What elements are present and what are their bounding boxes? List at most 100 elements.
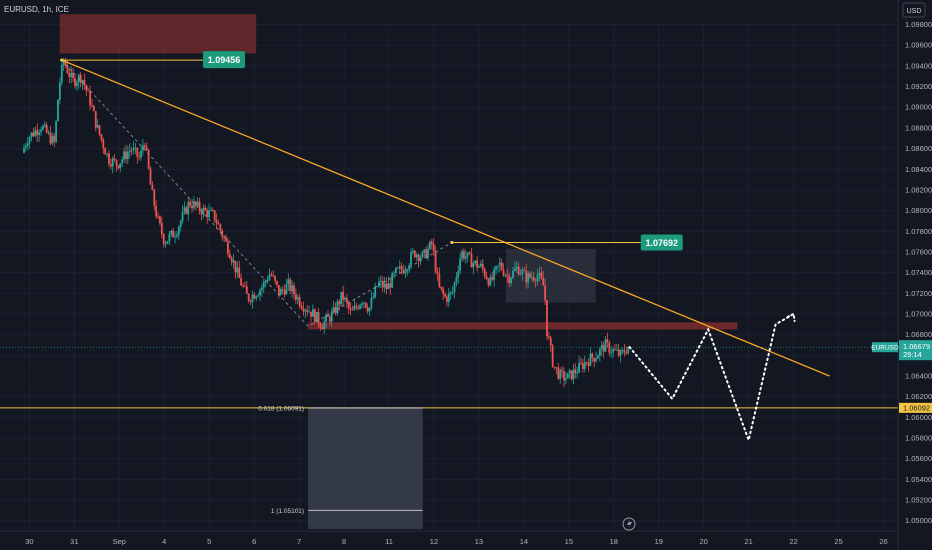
zones — [59, 14, 738, 529]
support-zone — [308, 322, 738, 330]
price-series — [23, 58, 630, 388]
candle-body — [446, 296, 448, 302]
candle-body — [336, 301, 339, 314]
candle-body — [228, 253, 231, 259]
candle-body — [419, 257, 422, 261]
price-tick-label: 1.08800 — [905, 123, 932, 132]
candle-body — [298, 297, 301, 306]
candle-body — [259, 290, 261, 296]
candle-body — [385, 283, 388, 290]
candle-body — [264, 280, 267, 282]
candle-body — [204, 207, 207, 211]
candle-body — [423, 249, 426, 253]
candle-body — [591, 353, 594, 358]
candle-body — [51, 135, 54, 144]
candle-body — [563, 371, 565, 381]
currency-button[interactable]: USD — [902, 2, 926, 18]
time-tick-label: 15 — [565, 537, 573, 546]
high-point-marker — [60, 58, 64, 62]
candle-body — [276, 280, 278, 285]
price-tick-label: 1.08200 — [905, 185, 932, 194]
candle-body — [94, 111, 97, 128]
candle-body — [347, 302, 350, 309]
candle-body — [55, 121, 57, 142]
time-tick-label: 8 — [342, 537, 346, 546]
candle-body — [583, 362, 586, 369]
candle-body — [317, 312, 320, 324]
candle-body — [387, 283, 390, 290]
candle-body — [612, 349, 614, 353]
candle-body — [26, 143, 29, 146]
candle-body — [412, 250, 414, 253]
candle-body — [91, 105, 93, 107]
candle-body — [70, 72, 73, 78]
candle-body — [85, 85, 88, 91]
candle-body — [427, 248, 429, 258]
price-tick-label: 1.05000 — [905, 516, 932, 525]
candle-body — [87, 90, 90, 92]
symbol-title[interactable]: EURUSD, 1h, ICE — [4, 5, 69, 14]
candle-body — [379, 280, 382, 282]
price-axis[interactable]: 1.09800 1.09600 1.09400 1.09200 1.09000 1.088… — [871, 0, 932, 550]
candle-body — [481, 263, 484, 270]
candle-body — [457, 270, 460, 278]
candle-body — [208, 210, 210, 218]
candle-body — [396, 267, 399, 269]
candle-body — [370, 298, 373, 308]
candle-body — [177, 226, 180, 235]
candle-body — [553, 366, 556, 368]
candle-body — [602, 345, 605, 352]
candle-body — [245, 286, 248, 294]
candle-body — [459, 258, 462, 271]
candle-body — [270, 274, 273, 276]
symbol-tag-box — [872, 342, 898, 353]
candle-body — [340, 291, 343, 305]
time-tick-label: 5 — [207, 537, 211, 546]
price-tick-label: 1.06800 — [905, 330, 932, 339]
candle-body — [555, 367, 558, 369]
price-tick-label: 1.06400 — [905, 372, 932, 381]
time-tick-label: 25 — [834, 537, 842, 546]
candle-body — [536, 275, 539, 282]
candle-body — [257, 295, 260, 297]
candle-body — [468, 252, 471, 254]
candle-body — [274, 275, 277, 281]
candle-body — [75, 82, 78, 86]
candle-body — [96, 125, 99, 128]
candle-body — [172, 230, 175, 238]
candle-body — [108, 153, 110, 165]
candle-body — [130, 150, 133, 152]
candle-body — [502, 269, 505, 276]
candle-body — [123, 151, 125, 160]
candle-body — [362, 302, 365, 304]
candle-body — [506, 275, 509, 276]
candle-body — [41, 126, 44, 130]
candle-body — [236, 267, 239, 273]
price-tick-label: 1.08000 — [905, 206, 932, 215]
time-tick-label: 21 — [744, 537, 752, 546]
candle-body — [391, 273, 394, 288]
time-axis[interactable]: 30 31 Sep 4 5 6 7 8 11 12 13 14 15 18 19 20 21 22 25 26 — [0, 530, 898, 546]
candle-body — [534, 280, 537, 282]
candle-body — [174, 236, 176, 238]
candle-body — [321, 327, 324, 330]
replay-button[interactable] — [622, 517, 636, 531]
candle-body — [34, 130, 37, 137]
candle-body — [300, 305, 303, 309]
price-tick-label: 1.07400 — [905, 268, 932, 277]
candle-body — [162, 234, 165, 245]
candle-body — [225, 238, 227, 242]
candle-body — [136, 147, 139, 157]
level-tag-box — [899, 402, 932, 413]
candle-body — [268, 274, 271, 281]
candle-body — [43, 124, 46, 127]
candle-body — [521, 270, 524, 274]
candle-body — [223, 236, 226, 239]
candle-body — [191, 205, 193, 209]
candle-body — [474, 260, 477, 264]
candle-body — [498, 262, 501, 266]
candle-body — [232, 260, 235, 263]
candle-body — [181, 212, 184, 221]
countdown-tag: 29:14 — [903, 350, 922, 359]
